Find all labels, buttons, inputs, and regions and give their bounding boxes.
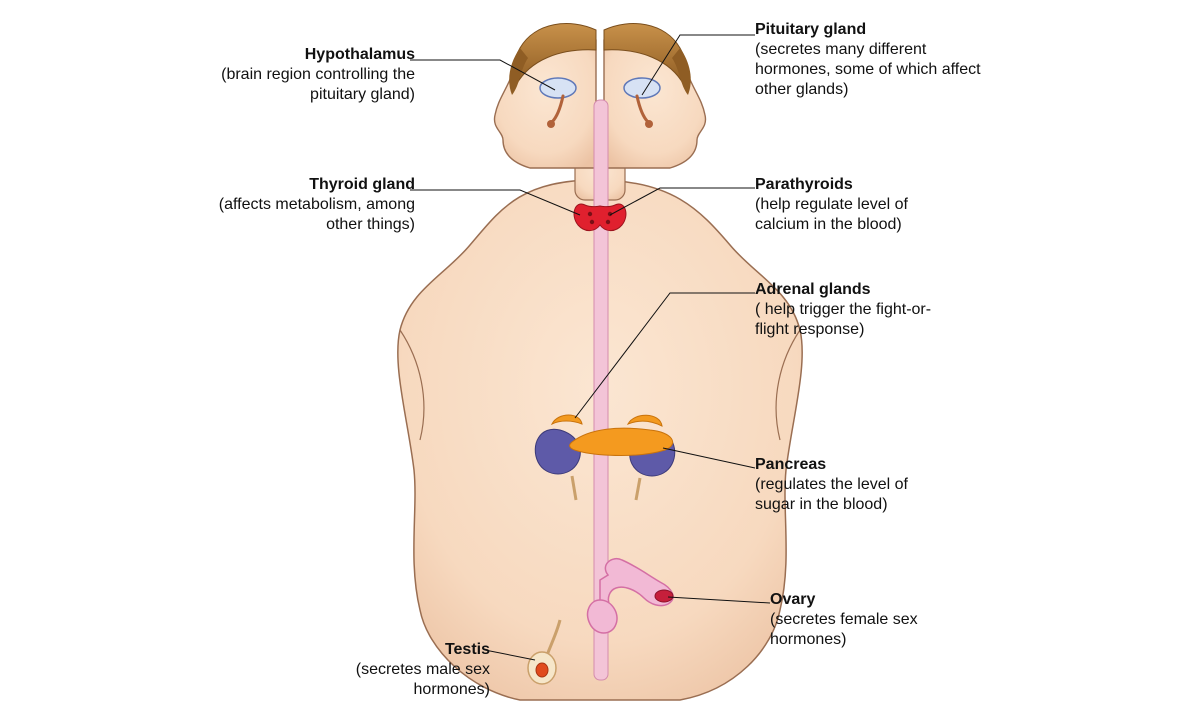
label-parathyroids: Parathyroids (help regulate level of cal…: [755, 175, 965, 235]
label-title: Pituitary gland: [755, 20, 985, 40]
label-desc: (help regulate level of calcium in the b…: [755, 195, 965, 235]
label-ovary: Ovary (secretes female sex hormones): [770, 590, 950, 650]
ovary: [655, 590, 673, 602]
label-title: Adrenal glands: [755, 280, 955, 300]
label-title: Ovary: [770, 590, 950, 610]
figure-svg: [0, 0, 1200, 709]
label-desc: (secretes male sex hormones): [320, 660, 490, 700]
label-desc: ( help trigger the fight-or-flight respo…: [755, 300, 955, 340]
label-desc: (affects metabolism, among other things): [215, 195, 415, 235]
label-testis: Testis (secretes male sex hormones): [320, 640, 490, 700]
label-title: Parathyroids: [755, 175, 965, 195]
label-title: Thyroid gland: [215, 175, 415, 195]
label-title: Pancreas: [755, 455, 945, 475]
brain-lobe-left: [540, 78, 576, 98]
label-title: Testis: [320, 640, 490, 660]
label-title: Hypothalamus: [205, 45, 415, 65]
endocrine-diagram: { "diagram": { "type": "infographic", "s…: [0, 0, 1200, 709]
label-desc: (secretes many different hormones, some …: [755, 40, 985, 100]
label-pancreas: Pancreas (regulates the level of sugar i…: [755, 455, 945, 515]
label-hypothalamus: Hypothalamus (brain region controlling t…: [205, 45, 415, 105]
label-thyroid: Thyroid gland (affects metabolism, among…: [215, 175, 415, 235]
label-pituitary: Pituitary gland (secretes many different…: [755, 20, 985, 100]
label-adrenal: Adrenal glands ( help trigger the fight-…: [755, 280, 955, 340]
label-desc: (brain region controlling the pituitary …: [205, 65, 415, 105]
label-desc: (regulates the level of sugar in the blo…: [755, 475, 945, 515]
label-desc: (secretes female sex hormones): [770, 610, 950, 650]
